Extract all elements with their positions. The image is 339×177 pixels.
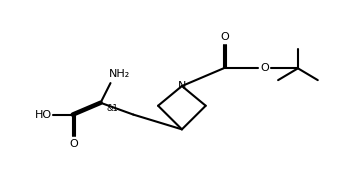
Text: O: O bbox=[220, 32, 229, 42]
Text: &1: &1 bbox=[106, 104, 118, 113]
Text: O: O bbox=[69, 139, 78, 149]
Text: HO: HO bbox=[35, 110, 52, 120]
Text: O: O bbox=[261, 63, 270, 73]
Text: N: N bbox=[178, 81, 186, 91]
Text: NH₂: NH₂ bbox=[109, 69, 130, 79]
